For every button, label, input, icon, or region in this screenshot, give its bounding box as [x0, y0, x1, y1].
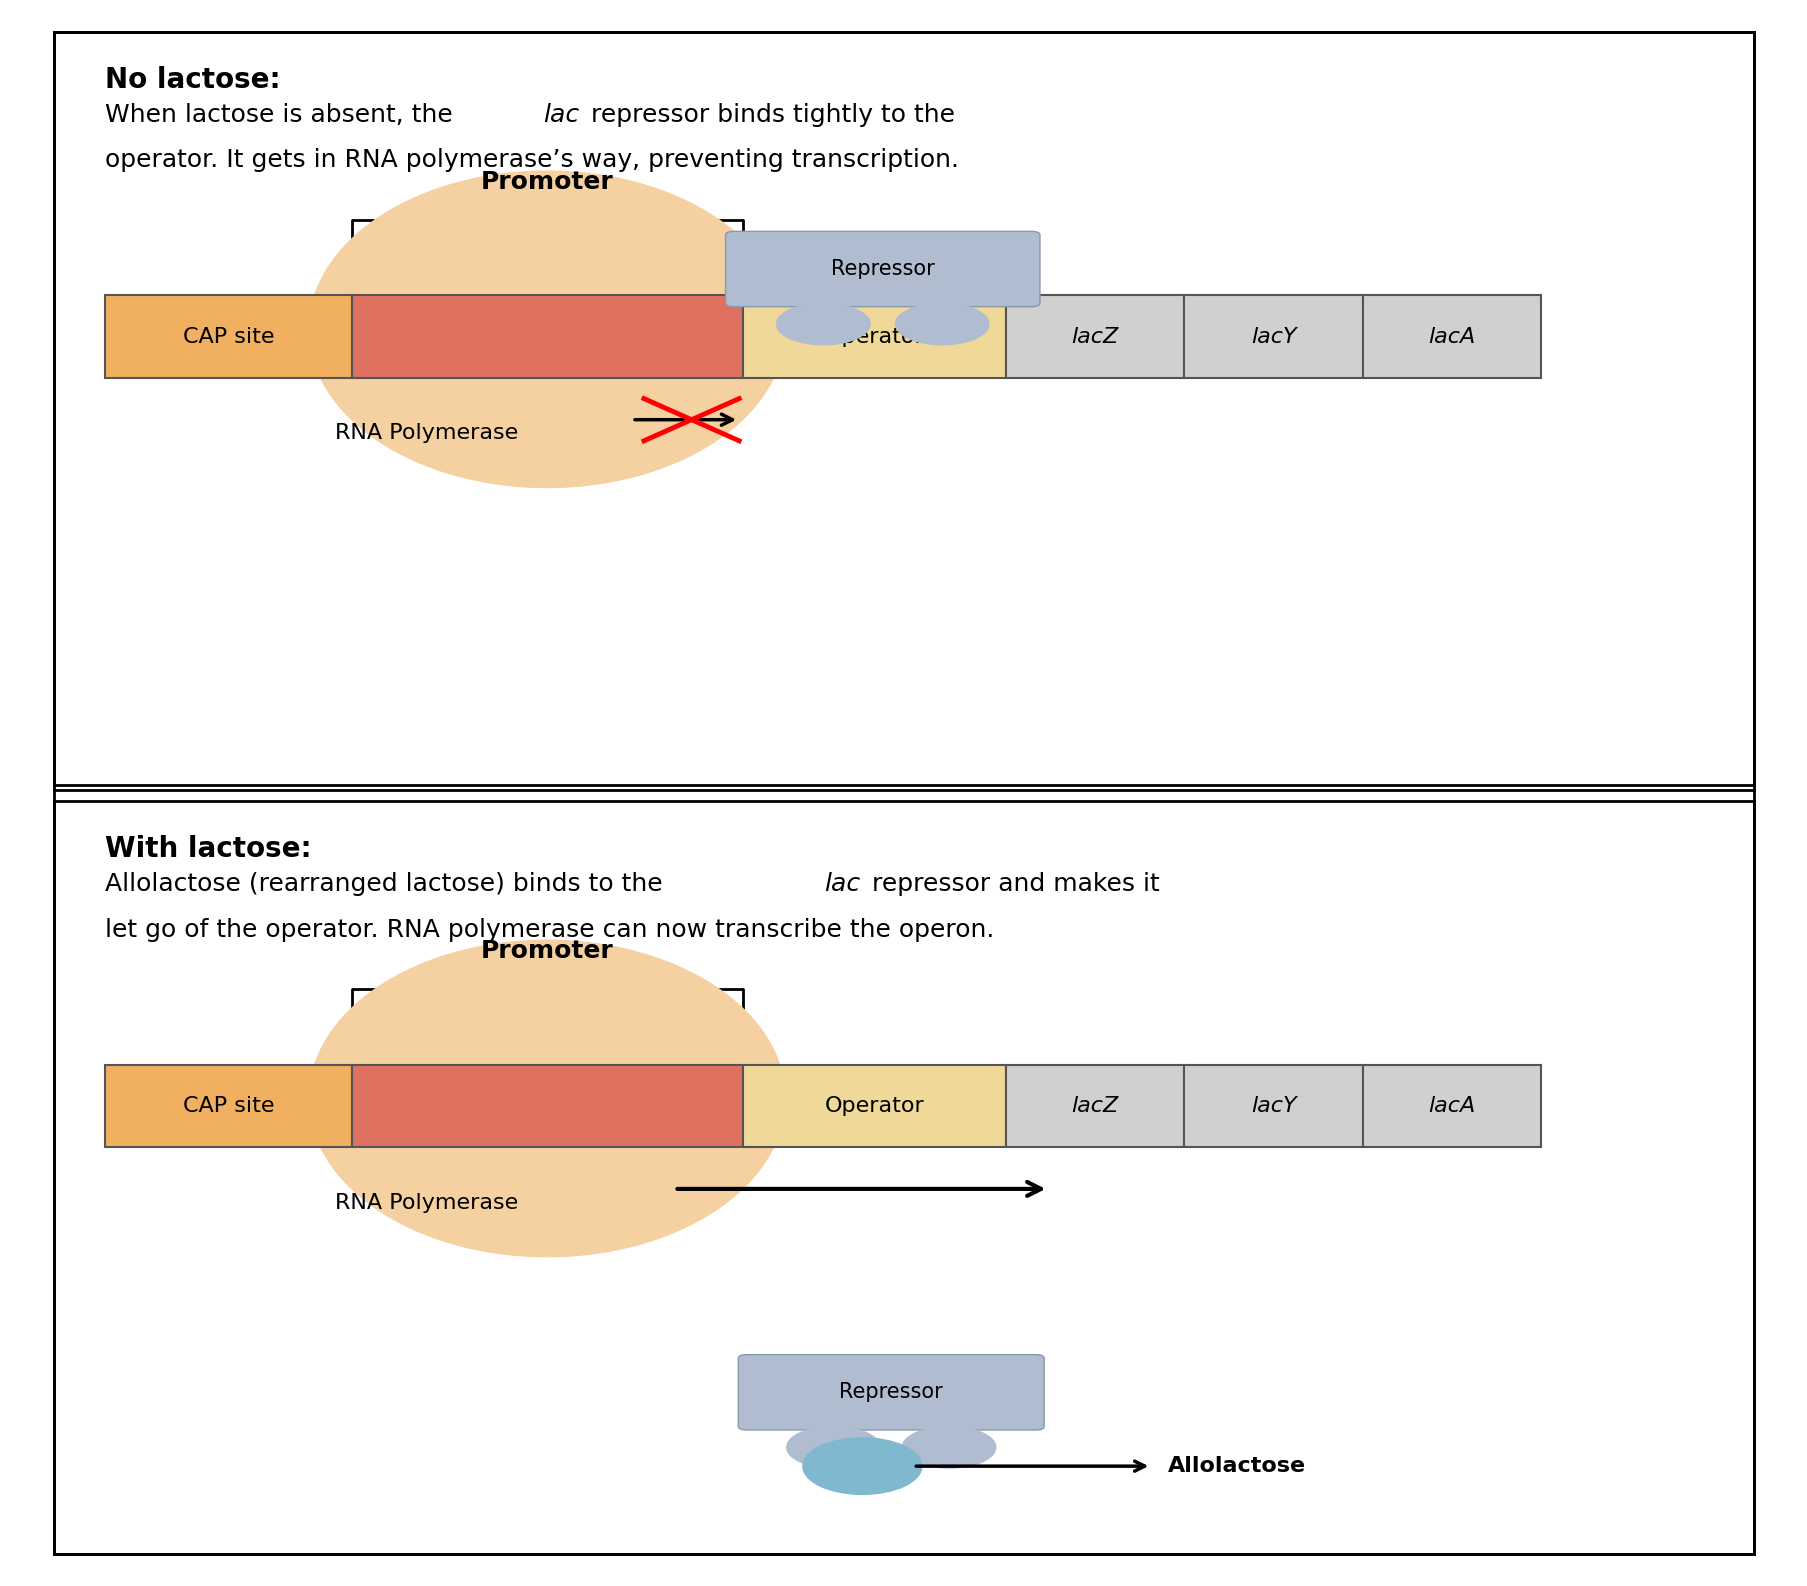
Ellipse shape — [786, 1426, 880, 1469]
Ellipse shape — [894, 303, 988, 344]
Ellipse shape — [777, 303, 869, 344]
FancyBboxPatch shape — [1005, 1064, 1184, 1148]
Text: repressor and makes it: repressor and makes it — [864, 872, 1160, 896]
Text: With lactose:: With lactose: — [105, 834, 311, 863]
Text: CAP site: CAP site — [183, 1096, 275, 1117]
Text: Promoter: Promoter — [481, 939, 613, 963]
Text: Operator: Operator — [824, 1096, 923, 1117]
FancyBboxPatch shape — [743, 1064, 1005, 1148]
Text: lac: lac — [824, 872, 860, 896]
Text: Operator: Operator — [824, 327, 923, 347]
Ellipse shape — [309, 940, 784, 1256]
FancyBboxPatch shape — [352, 295, 743, 377]
Text: Promoter: Promoter — [481, 170, 613, 193]
Text: repressor binds tightly to the: repressor binds tightly to the — [582, 103, 954, 127]
Text: Repressor: Repressor — [838, 1383, 943, 1402]
Text: operator. It gets in RNA polymerase’s way, preventing transcription.: operator. It gets in RNA polymerase’s wa… — [105, 149, 960, 173]
FancyBboxPatch shape — [54, 801, 1753, 1554]
FancyBboxPatch shape — [1005, 295, 1184, 377]
Text: No lactose:: No lactose: — [105, 65, 280, 94]
Text: lac: lac — [542, 103, 578, 127]
Text: lacY: lacY — [1250, 1096, 1296, 1117]
FancyBboxPatch shape — [54, 32, 1753, 785]
FancyBboxPatch shape — [105, 295, 352, 377]
Text: RNA Polymerase: RNA Polymerase — [334, 423, 517, 444]
Text: let go of the operator. RNA polymerase can now transcribe the operon.: let go of the operator. RNA polymerase c… — [105, 918, 994, 942]
FancyBboxPatch shape — [725, 232, 1039, 306]
Text: lacA: lacA — [1428, 1096, 1475, 1117]
Text: Allolactose: Allolactose — [1167, 1456, 1306, 1477]
Text: lacA: lacA — [1428, 327, 1475, 347]
Text: When lactose is absent, the: When lactose is absent, the — [105, 103, 461, 127]
FancyBboxPatch shape — [743, 295, 1005, 377]
FancyBboxPatch shape — [1362, 295, 1541, 377]
Text: lacY: lacY — [1250, 327, 1296, 347]
FancyBboxPatch shape — [105, 1064, 352, 1148]
Text: RNA Polymerase: RNA Polymerase — [334, 1193, 517, 1213]
FancyBboxPatch shape — [1184, 295, 1362, 377]
Text: lacZ: lacZ — [1072, 327, 1119, 347]
FancyBboxPatch shape — [352, 1064, 743, 1148]
Text: lacZ: lacZ — [1072, 1096, 1119, 1117]
Ellipse shape — [802, 1439, 922, 1494]
FancyBboxPatch shape — [1184, 1064, 1362, 1148]
Ellipse shape — [902, 1426, 996, 1469]
Text: CAP site: CAP site — [183, 327, 275, 347]
Text: Repressor: Repressor — [831, 259, 934, 279]
Ellipse shape — [309, 171, 784, 487]
Text: Allolactose (rearranged lactose) binds to the: Allolactose (rearranged lactose) binds t… — [105, 872, 670, 896]
FancyBboxPatch shape — [1362, 1064, 1541, 1148]
FancyBboxPatch shape — [737, 1354, 1044, 1431]
